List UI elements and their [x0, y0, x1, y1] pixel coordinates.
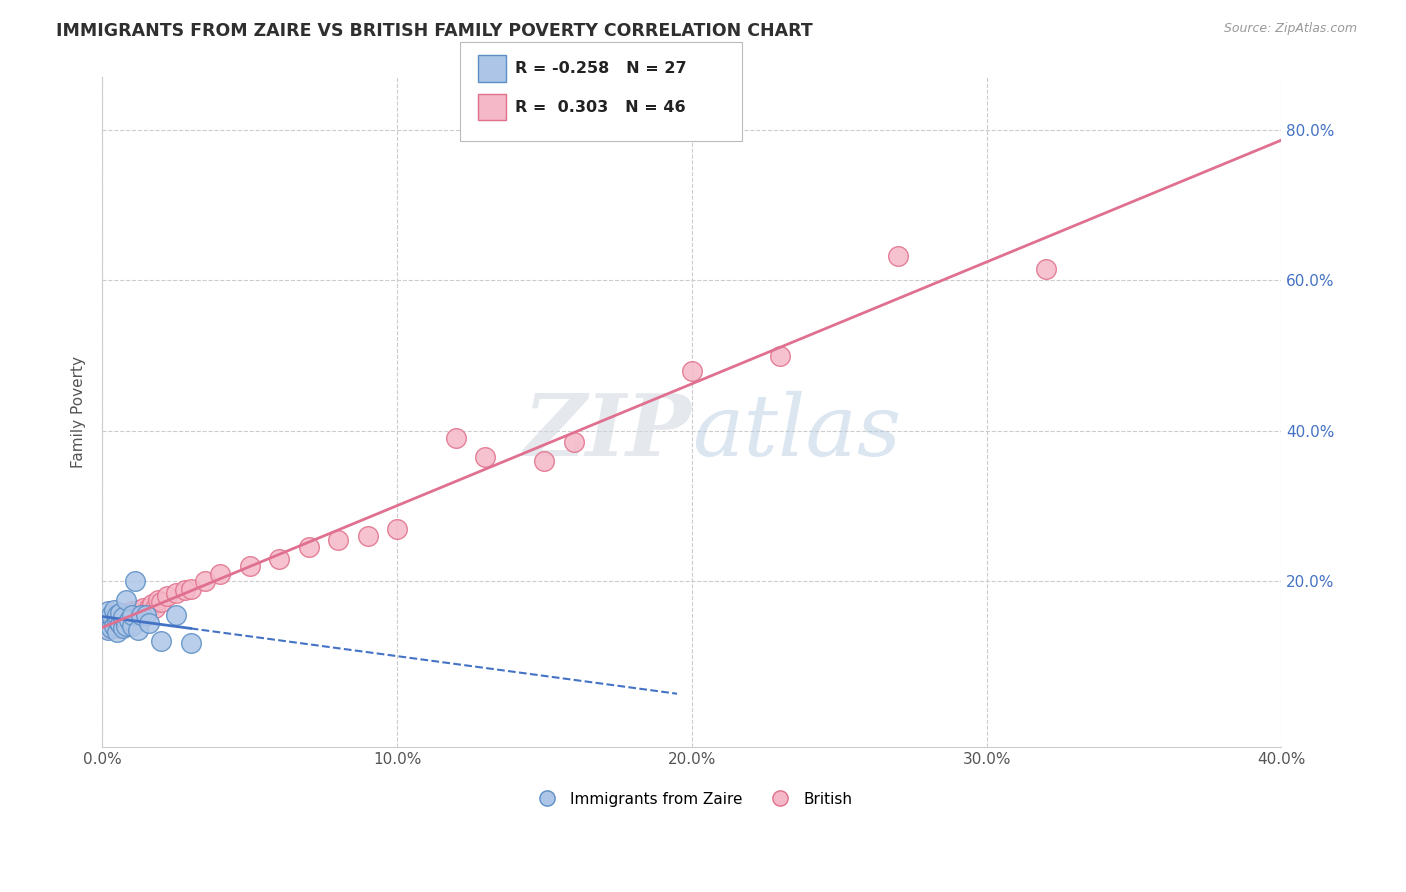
Point — [326, 533, 349, 547]
Point — [127, 623, 149, 637]
Point — [94, 615, 117, 630]
Point — [194, 574, 217, 589]
Point — [108, 615, 131, 630]
Text: R =  0.303   N = 46: R = 0.303 N = 46 — [515, 100, 685, 114]
Point — [132, 600, 155, 615]
Point — [356, 529, 378, 543]
Point — [105, 610, 128, 624]
Point — [97, 623, 120, 637]
Point — [769, 349, 792, 363]
Point — [100, 615, 122, 630]
Point — [105, 613, 128, 627]
Point — [180, 636, 202, 650]
Y-axis label: Family Poverty: Family Poverty — [72, 356, 86, 468]
Point — [105, 621, 128, 635]
Point — [173, 583, 195, 598]
Point — [141, 597, 163, 611]
Point — [94, 621, 117, 635]
Point — [103, 617, 125, 632]
Point — [105, 608, 128, 623]
Text: atlas: atlas — [692, 391, 901, 474]
Point — [129, 613, 152, 627]
Point — [135, 606, 157, 620]
Point — [267, 551, 290, 566]
Point — [143, 600, 166, 615]
Point — [180, 582, 202, 596]
Text: IMMIGRANTS FROM ZAIRE VS BRITISH FAMILY POVERTY CORRELATION CHART: IMMIGRANTS FROM ZAIRE VS BRITISH FAMILY … — [56, 22, 813, 40]
Point — [1035, 262, 1057, 277]
Point — [105, 625, 128, 640]
Point — [156, 589, 179, 603]
Point — [111, 619, 134, 633]
Point — [150, 595, 173, 609]
Point — [681, 364, 703, 378]
Point — [114, 617, 136, 632]
Point — [114, 610, 136, 624]
Point — [114, 593, 136, 607]
Point — [165, 608, 187, 623]
Point — [118, 615, 141, 630]
Point — [108, 608, 131, 623]
Point — [135, 608, 157, 623]
Point — [111, 610, 134, 624]
Text: ZIP: ZIP — [524, 391, 692, 474]
Point — [148, 593, 170, 607]
Point — [887, 249, 910, 263]
Point — [121, 613, 143, 627]
Point — [111, 606, 134, 620]
Point — [138, 600, 160, 615]
Point — [108, 617, 131, 632]
Point — [121, 619, 143, 633]
Point — [103, 619, 125, 633]
Point — [111, 621, 134, 635]
Point — [129, 608, 152, 623]
Point — [297, 541, 319, 555]
Point — [444, 431, 467, 445]
Point — [121, 608, 143, 623]
Point — [100, 621, 122, 635]
Point — [97, 613, 120, 627]
Point — [121, 604, 143, 618]
Text: R = -0.258   N = 27: R = -0.258 N = 27 — [515, 62, 686, 76]
Point — [150, 634, 173, 648]
Point — [138, 615, 160, 630]
Point — [165, 585, 187, 599]
Point — [100, 608, 122, 623]
Point — [124, 574, 146, 589]
Point — [209, 566, 232, 581]
Point — [108, 606, 131, 620]
Point — [127, 603, 149, 617]
Point — [385, 522, 408, 536]
Text: Source: ZipAtlas.com: Source: ZipAtlas.com — [1223, 22, 1357, 36]
Point — [533, 454, 555, 468]
Point — [562, 435, 585, 450]
Point — [103, 603, 125, 617]
Point — [100, 608, 122, 623]
Legend: Immigrants from Zaire, British: Immigrants from Zaire, British — [526, 785, 858, 813]
Point — [239, 559, 262, 574]
Point — [97, 604, 120, 618]
Point — [118, 613, 141, 627]
Point — [114, 619, 136, 633]
Point — [474, 450, 496, 465]
Point — [124, 612, 146, 626]
